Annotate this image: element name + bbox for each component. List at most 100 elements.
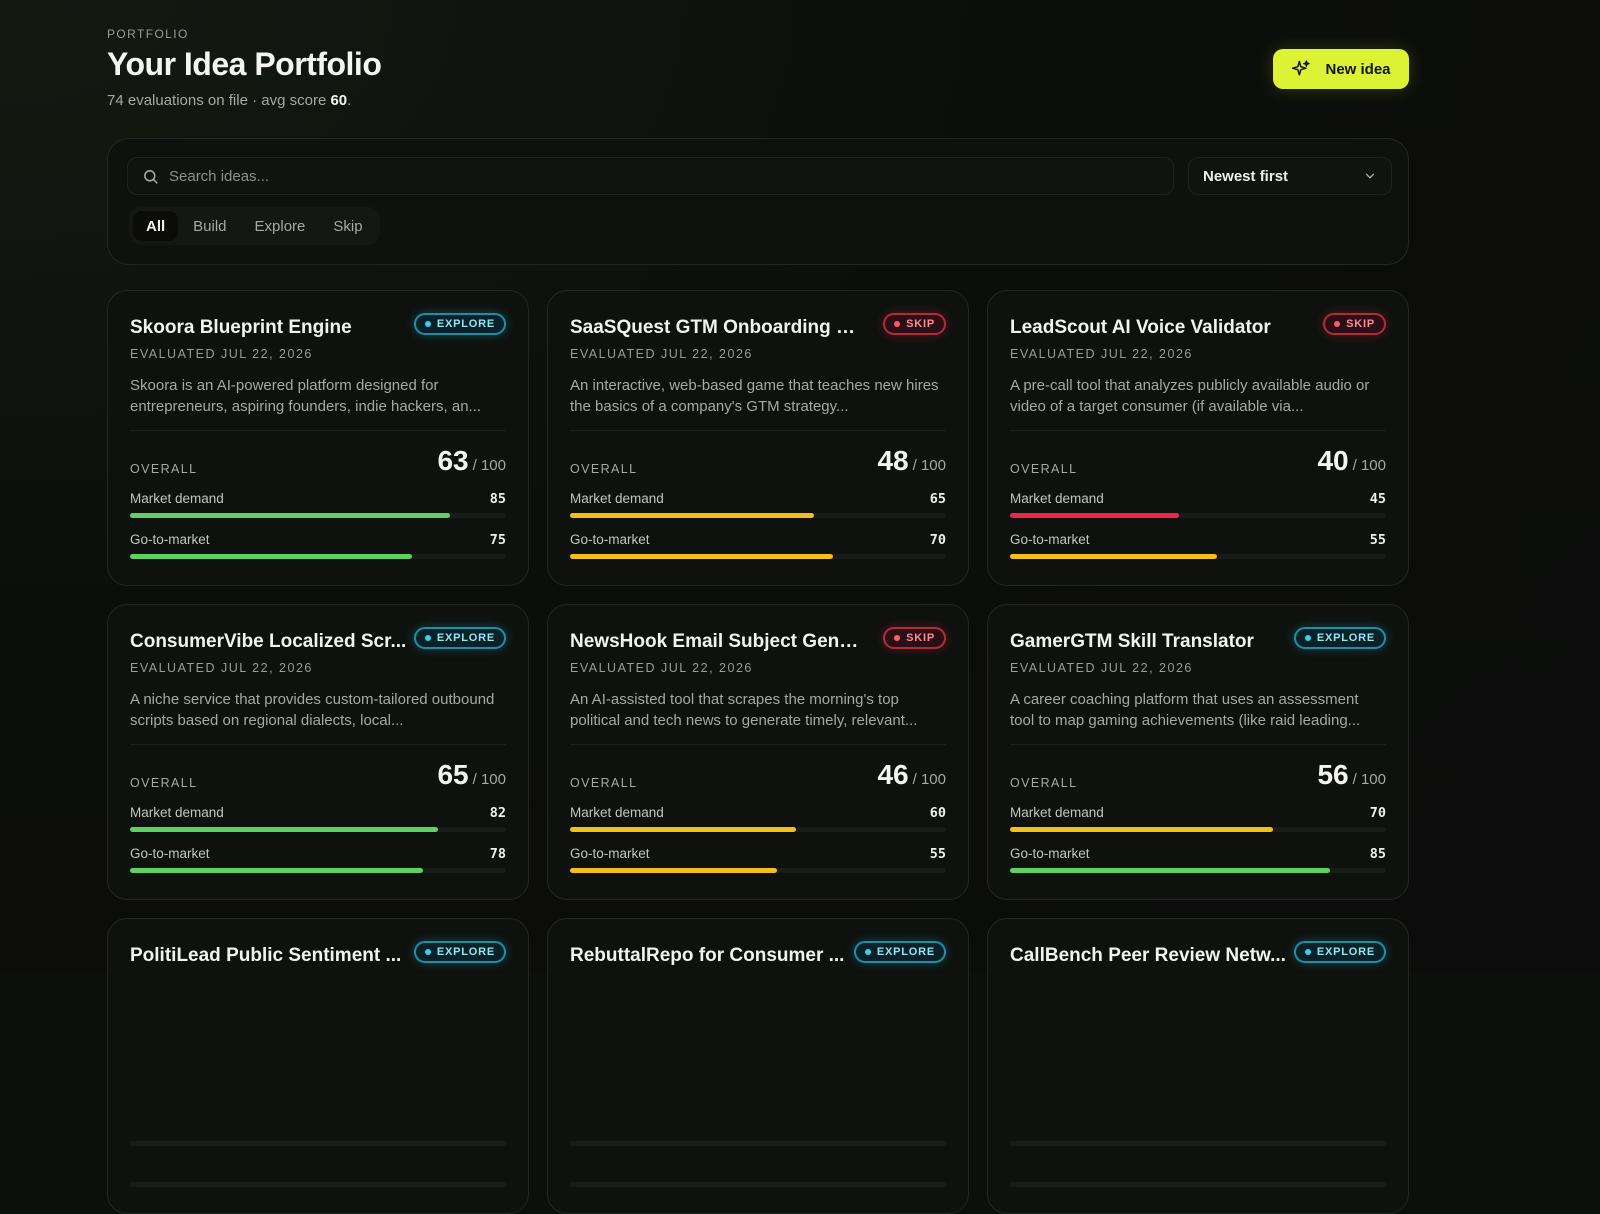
metric-market-demand: Market demand 45 <box>1010 491 1386 521</box>
idea-card[interactable]: PolitiLead Public Sentiment ... EXPLORE <box>107 918 529 1214</box>
metric-label: Go-to-market <box>570 846 650 861</box>
explore-badge: EXPLORE <box>413 941 506 963</box>
metric-value: 55 <box>1369 532 1386 548</box>
idea-card[interactable]: RebuttalRepo for Consumer ... EXPLORE <box>547 918 969 1214</box>
evaluated-date: EVALUATED JUL 22, 2026 <box>1010 661 1193 675</box>
explore-badge: EXPLORE <box>853 941 946 963</box>
metric-fill <box>1010 1182 1386 1187</box>
overall-score-value: 48 <box>877 445 909 476</box>
idea-card[interactable]: CallBench Peer Review Netw... EXPLORE <box>987 918 1409 1214</box>
idea-card[interactable]: NewsHook Email Subject Gener... SKIP EVA… <box>547 604 969 900</box>
metric-label: Market demand <box>130 491 224 506</box>
metric-track <box>130 1141 506 1146</box>
overall-label: OVERALL <box>1010 462 1078 476</box>
idea-card-grid: Skoora Blueprint Engine EXPLORE EVALUATE… <box>107 290 1409 1214</box>
metric-market-demand <box>130 1119 506 1149</box>
card-divider <box>570 744 946 745</box>
overall-score-max: / 100 <box>1352 457 1386 474</box>
idea-card[interactable]: ConsumerVibe Localized Scr... EXPLORE EV… <box>107 604 529 900</box>
metric-fill <box>130 827 439 832</box>
metric-fill <box>570 513 815 518</box>
badge-label: EXPLORE <box>436 632 495 644</box>
card-divider <box>570 430 946 431</box>
metric-fill <box>570 1182 946 1187</box>
metric-track <box>1010 868 1386 873</box>
idea-title: Skoora Blueprint Engine <box>130 317 352 338</box>
idea-title: ConsumerVibe Localized Scr... <box>130 631 407 652</box>
metric-track <box>130 554 506 559</box>
metric-label: Market demand <box>130 805 224 820</box>
overall-score: 65/ 100 <box>437 759 506 791</box>
badge-label: EXPLORE <box>436 318 495 330</box>
subtitle-text: 74 evaluations on file · avg score <box>107 92 331 109</box>
metric-value: 70 <box>1369 805 1386 821</box>
metric-label: Market demand <box>570 491 664 506</box>
metric-track <box>570 1141 946 1146</box>
overall-label: OVERALL <box>130 776 198 790</box>
search-input[interactable] <box>169 167 1173 185</box>
metric-fill <box>570 868 777 873</box>
metric-fill <box>570 554 834 559</box>
metric-go-to-market <box>1010 1160 1386 1190</box>
evaluated-date: EVALUATED JUL 22, 2026 <box>570 347 753 361</box>
metric-fill <box>130 554 412 559</box>
metric-track <box>570 554 946 559</box>
idea-card[interactable]: GamerGTM Skill Translator EXPLORE EVALUA… <box>987 604 1409 900</box>
badge-label: EXPLORE <box>1316 946 1375 958</box>
page-eyebrow: PORTFOLIO <box>107 27 189 41</box>
skip-badge: SKIP <box>883 313 946 335</box>
metric-track <box>570 513 946 518</box>
metric-go-to-market: Go-to-market 55 <box>570 846 946 876</box>
idea-card[interactable]: SaaSQuest GTM Onboarding Ga... SKIP EVAL… <box>547 290 969 586</box>
idea-description: An AI-assisted tool that scrapes the mor… <box>570 691 918 729</box>
badge-dot-icon <box>424 949 431 955</box>
badge-dot-icon <box>894 635 901 641</box>
metric-track <box>1010 1141 1386 1146</box>
metric-value: 45 <box>1369 491 1386 507</box>
overall-score-value: 40 <box>1317 445 1349 476</box>
overall-score-max: / 100 <box>912 771 946 788</box>
search-icon <box>144 169 158 184</box>
metric-market-demand <box>1010 1119 1386 1149</box>
badge-label: EXPLORE <box>436 946 495 958</box>
idea-card[interactable]: Skoora Blueprint Engine EXPLORE EVALUATE… <box>107 290 529 586</box>
metric-go-to-market: Go-to-market 75 <box>130 532 506 562</box>
tab-all[interactable]: All <box>133 211 179 241</box>
metric-track <box>130 513 506 518</box>
badge-dot-icon <box>424 635 431 641</box>
tab-explore[interactable]: Explore <box>254 217 306 235</box>
card-divider <box>1010 744 1386 745</box>
metric-value: 70 <box>929 532 946 548</box>
idea-title: GamerGTM Skill Translator <box>1010 631 1254 652</box>
card-divider <box>130 744 506 745</box>
search-box[interactable] <box>127 157 1174 195</box>
sparkle-icon <box>1292 60 1311 76</box>
badge-dot-icon <box>1334 321 1341 327</box>
idea-description: A pre-call tool that analyzes publicly a… <box>1010 377 1370 415</box>
metric-market-demand: Market demand 82 <box>130 805 506 835</box>
metric-track <box>570 868 946 873</box>
metric-go-to-market: Go-to-market 70 <box>570 532 946 562</box>
filter-panel: Newest first All Build Explore Skip <box>107 138 1409 265</box>
badge-dot-icon <box>864 949 871 955</box>
idea-card[interactable]: LeadScout AI Voice Validator SKIP EVALUA… <box>987 290 1409 586</box>
metric-go-to-market: Go-to-market 55 <box>1010 532 1386 562</box>
overall-score-max: / 100 <box>912 457 946 474</box>
tab-skip[interactable]: Skip <box>333 217 363 235</box>
metric-label: Go-to-market <box>570 532 650 547</box>
sort-select[interactable]: Newest first <box>1188 157 1392 195</box>
new-idea-button[interactable]: New idea <box>1273 49 1409 89</box>
metric-track <box>570 1182 946 1187</box>
evaluated-date: EVALUATED JUL 22, 2026 <box>1010 347 1193 361</box>
metric-label: Market demand <box>1010 491 1104 506</box>
metric-track <box>130 827 506 832</box>
overall-score-max: / 100 <box>472 771 506 788</box>
overall-score-value: 65 <box>437 759 469 790</box>
tab-build[interactable]: Build <box>193 217 227 235</box>
metric-value: 60 <box>929 805 946 821</box>
overall-score: 48/ 100 <box>877 445 946 477</box>
overall-score: 63/ 100 <box>437 445 506 477</box>
skip-badge: SKIP <box>1323 313 1386 335</box>
metric-value: 65 <box>929 491 946 507</box>
subtitle-suffix: . <box>347 92 352 109</box>
